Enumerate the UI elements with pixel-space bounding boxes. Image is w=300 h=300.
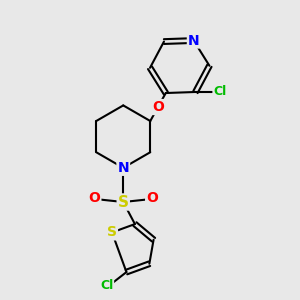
Text: S: S — [118, 194, 129, 209]
Text: N: N — [117, 161, 129, 175]
Text: Cl: Cl — [214, 85, 227, 98]
Text: Cl: Cl — [100, 279, 113, 292]
Text: O: O — [88, 191, 101, 205]
Text: N: N — [188, 34, 200, 47]
Text: O: O — [146, 191, 158, 205]
Text: O: O — [152, 100, 164, 114]
Text: S: S — [107, 225, 117, 239]
